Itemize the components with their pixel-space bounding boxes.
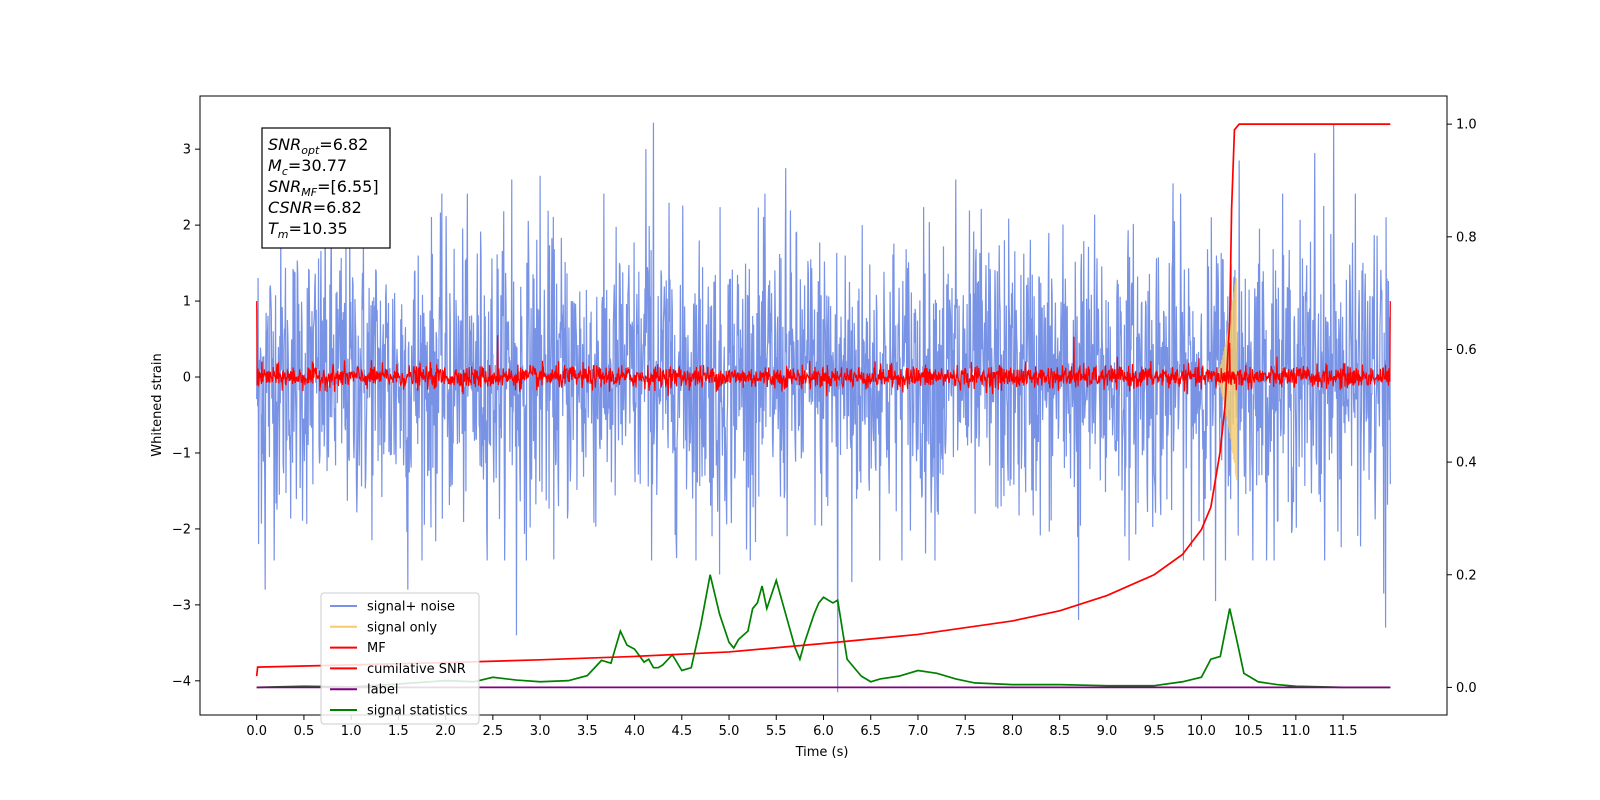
legend-label: MF [367, 641, 386, 656]
x-tick-label: 1.0 [341, 724, 362, 739]
x-tick-label: 5.0 [719, 724, 740, 739]
info-line: Tm=10.35 [268, 219, 348, 241]
x-axis: 0.0 0.5 1.0 1.5 2.0 2.5 3.0 3.5 4.0 4.5 5.0 5.5 6.0 6… [246, 715, 1358, 739]
x-tick-label: 9.5 [1144, 724, 1165, 739]
series-line-0 [256, 122, 1391, 693]
x-tick-label: 8.5 [1049, 724, 1070, 739]
info-line: CSNR=6.82 [268, 198, 362, 217]
y2-tick-label: 1.0 [1456, 118, 1477, 133]
info-box: SNRopt=6.82Mc=30.77SNRMF=[6.55]CSNR=6.82… [261, 127, 391, 249]
y2-tick-label: 0.4 [1456, 456, 1477, 471]
info-box-frame [261, 127, 391, 249]
y-tick-label: −2 [172, 522, 191, 537]
y-tick-label: −3 [172, 598, 191, 613]
x-tick-label: 7.5 [955, 724, 976, 739]
y2-tick-label: 0.6 [1456, 343, 1477, 358]
y-tick-label: 3 [183, 143, 191, 158]
x-tick-label: 8.0 [1002, 724, 1023, 739]
info-line: Mc=30.77 [268, 156, 347, 178]
x-tick-label: 3.0 [530, 724, 551, 739]
x-tick-label: 2.5 [483, 724, 504, 739]
x-tick-label: 3.5 [577, 724, 598, 739]
y2-tick-label: 0.2 [1456, 568, 1477, 583]
legend-label: signal only [367, 620, 437, 635]
x-tick-label: 6.5 [860, 724, 881, 739]
y-axis-left: −4 −3 −2 −1 0 1 2 3 [172, 143, 200, 689]
series-line-3 [255, 123, 1391, 677]
x-tick-label: 4.0 [624, 724, 645, 739]
y-tick-label: −1 [172, 446, 191, 461]
info-line: SNRopt=6.82 [268, 135, 368, 157]
x-tick-label: 9.0 [1097, 724, 1118, 739]
x-tick-label: 1.5 [388, 724, 409, 739]
y-tick-label: 0 [183, 371, 191, 386]
y-axis-label: Whitened strain [150, 353, 165, 456]
x-tick-label: 5.5 [766, 724, 787, 739]
y-axis-right: 0.0 0.2 0.4 0.6 0.8 1.0 [1447, 118, 1477, 696]
info-line: SNRMF=[6.55] [268, 177, 379, 199]
x-tick-label: 6.0 [813, 724, 834, 739]
x-tick-label: 10.5 [1234, 724, 1263, 739]
y-tick-label: 1 [183, 295, 191, 310]
x-tick-label: 11.0 [1281, 724, 1310, 739]
x-tick-label: 10.0 [1187, 724, 1216, 739]
legend: signal+ noise signal only MF cumilative SNR… [320, 592, 480, 725]
y-tick-label: 2 [183, 219, 191, 234]
y2-tick-label: 0.8 [1456, 230, 1477, 245]
x-tick-label: 2.0 [435, 724, 456, 739]
series-line-2 [256, 301, 1391, 397]
legend-label: cumilative SNR [367, 662, 466, 677]
legend-label: signal statistics [367, 704, 468, 719]
legend-label: label [367, 683, 398, 698]
x-axis-label: Time (s) [795, 745, 849, 760]
x-tick-label: 0.0 [246, 724, 267, 739]
x-tick-label: 7.0 [908, 724, 929, 739]
x-tick-label: 11.5 [1329, 724, 1358, 739]
series-line-5 [256, 574, 1391, 689]
x-tick-label: 4.5 [671, 724, 692, 739]
x-tick-label: 0.5 [294, 724, 315, 739]
series-line-1 [1215, 278, 1238, 481]
y2-tick-label: 0.0 [1456, 681, 1477, 696]
legend-label: signal+ noise [367, 600, 455, 615]
y-tick-label: −4 [172, 674, 191, 689]
legend-frame [320, 592, 480, 725]
series-layer [255, 122, 1391, 693]
